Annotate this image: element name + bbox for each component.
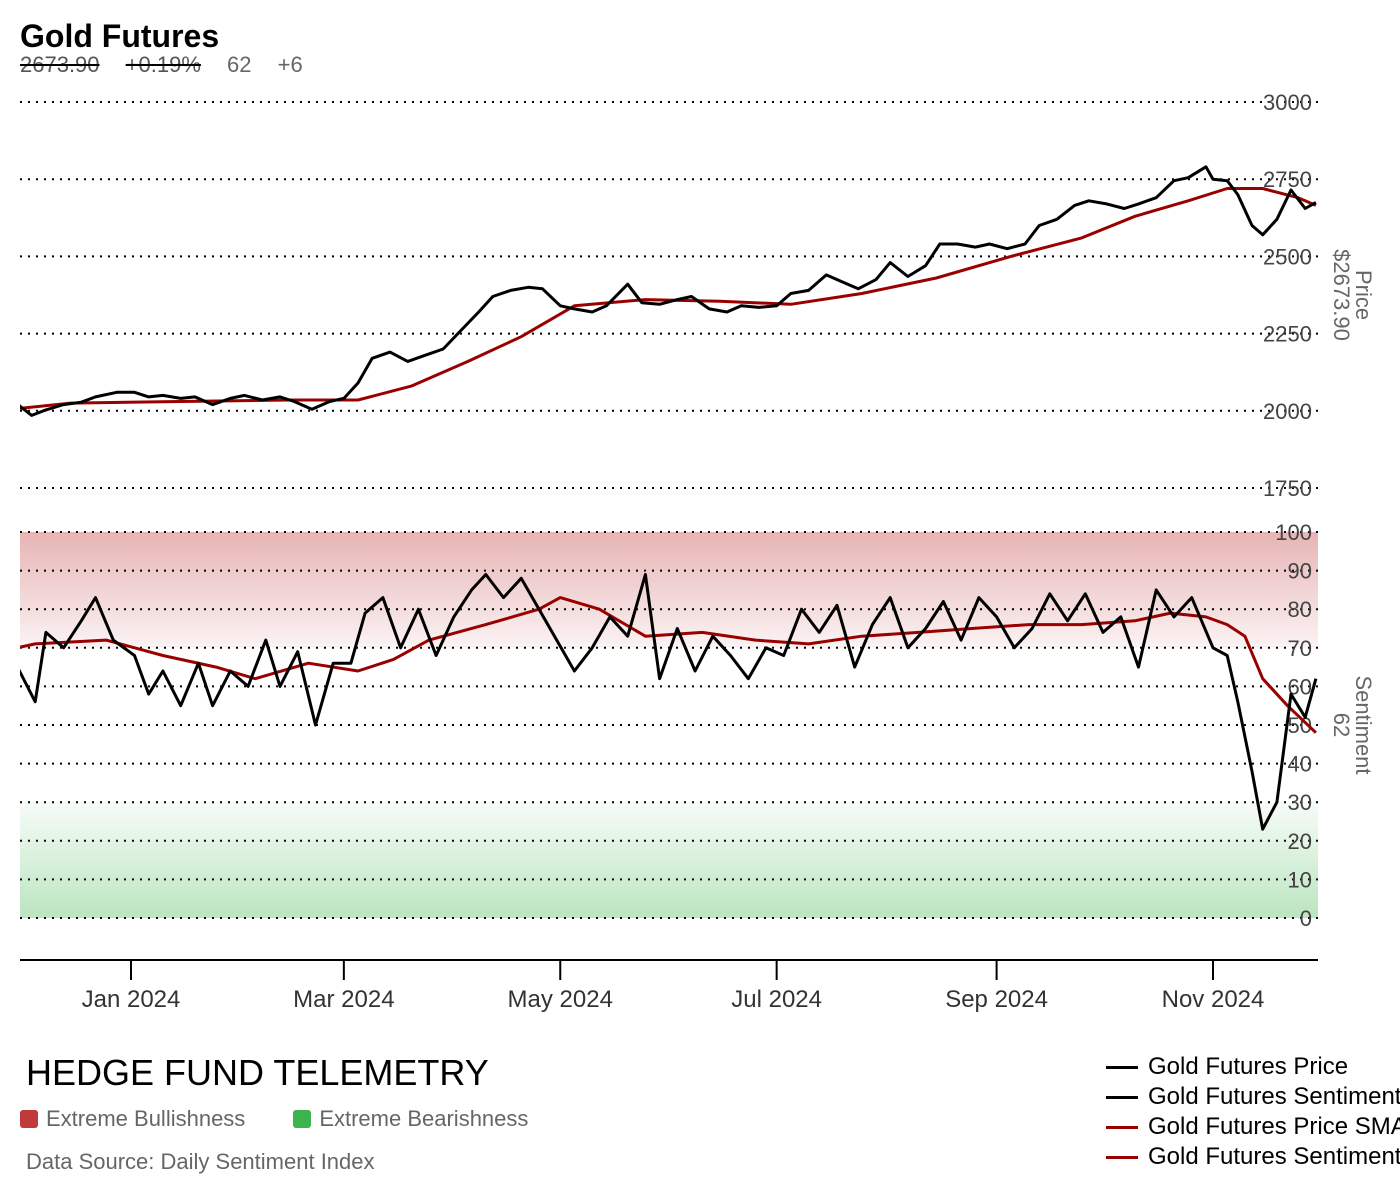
x-tick-label: May 2024 xyxy=(508,986,613,1013)
legend-line-price xyxy=(1106,1065,1138,1069)
y-tick-labels: 1750200022502500275030000102030405060708… xyxy=(1263,90,1312,931)
legend-line-price-sma xyxy=(1106,1125,1138,1129)
sentiment-tick-label: 70 xyxy=(1288,636,1312,661)
price-tick-label: 1750 xyxy=(1263,476,1312,501)
brand-name: HEDGE FUND TELEMETRY xyxy=(26,1052,489,1093)
price-tick-label: 2250 xyxy=(1263,322,1312,347)
price-tick-label: 3000 xyxy=(1263,90,1312,115)
sentiment-tick-label: 90 xyxy=(1288,559,1312,584)
chart-title: Gold Futures xyxy=(20,18,220,54)
series-legend: Gold Futures Price Gold Futures Sentimen… xyxy=(1106,1052,1400,1172)
bearish-swatch xyxy=(293,1110,312,1128)
sentiment-tick-label: 10 xyxy=(1288,867,1312,892)
price-sma-series-line xyxy=(20,187,1317,410)
legend-item-sentiment-sma[interactable]: Gold Futures Sentiment SMA xyxy=(1106,1142,1400,1172)
legend-label: Gold Futures Price xyxy=(1148,1053,1349,1080)
sentiment-sma-series-line xyxy=(20,596,1317,734)
zone-legend-bearish: Extreme Bearishness xyxy=(293,1106,528,1132)
price-tick-label: 2750 xyxy=(1263,167,1312,192)
sentiment-axis-label: Sentiment xyxy=(1351,675,1376,774)
sentiment-tick-label: 30 xyxy=(1288,790,1312,815)
x-tick-label: Jul 2024 xyxy=(731,986,822,1013)
legend-line-sentiment xyxy=(1106,1095,1138,1099)
chart-canvas: 1750200022502500275030000102030405060708… xyxy=(20,90,1376,1013)
price-axis-value: $2673.90 xyxy=(1329,249,1354,341)
sentiment-tick-label: 0 xyxy=(1300,906,1312,931)
zone-legend: Extreme Bullishness Extreme Bearishness xyxy=(20,1106,528,1132)
price-series-line xyxy=(20,165,1317,417)
legend-line-sentiment-sma xyxy=(1106,1155,1138,1159)
price-change: +0.19% xyxy=(125,52,201,77)
sentiment-tick-label: 40 xyxy=(1288,752,1312,777)
bullish-label: Extreme Bullishness xyxy=(46,1106,246,1131)
legend-label: Gold Futures Sentiment SMA xyxy=(1148,1143,1400,1170)
price-tick-label: 2500 xyxy=(1263,244,1312,269)
gridlines xyxy=(20,101,1318,919)
sentiment-tick-label: 100 xyxy=(1275,520,1312,545)
legend-item-price-sma[interactable]: Gold Futures Price SMA xyxy=(1106,1112,1400,1142)
x-tick-label: Jan 2024 xyxy=(82,986,181,1013)
data-source: Data Source: Daily Sentiment Index xyxy=(26,1149,375,1174)
legend-label: Gold Futures Sentiment xyxy=(1148,1083,1400,1110)
legend-item-sentiment[interactable]: Gold Futures Sentiment xyxy=(1106,1082,1400,1112)
sentiment-tick-label: 80 xyxy=(1288,597,1312,622)
x-tick-label: Nov 2024 xyxy=(1162,986,1265,1013)
sentiment-change: +6 xyxy=(277,52,303,77)
bullish-swatch xyxy=(20,1110,38,1128)
bearish-label: Extreme Bearishness xyxy=(319,1106,529,1131)
x-tick-label: Sep 2024 xyxy=(945,986,1048,1013)
sentiment-axis-value: 62 xyxy=(1329,713,1354,737)
sentiment-value: 62 xyxy=(227,52,252,77)
x-tick-label: Mar 2024 xyxy=(293,986,394,1013)
series-lines xyxy=(20,165,1318,831)
last-price: 2673.90 xyxy=(20,52,100,77)
sentiment-series-line xyxy=(20,573,1318,831)
legend-item-price[interactable]: Gold Futures Price xyxy=(1106,1052,1400,1082)
extreme-bearishness-zone xyxy=(20,802,1318,918)
legend-label: Gold Futures Price SMA xyxy=(1148,1113,1400,1140)
price-tick-label: 2000 xyxy=(1263,399,1312,424)
quote-summary: 2673.90 +0.19% 62 +6 xyxy=(20,52,323,78)
x-axis: Jan 2024 Mar 2024 May 2024 Jul 2024 Sep 2024… xyxy=(20,959,1318,1013)
price-axis-label: Price xyxy=(1351,270,1376,320)
extreme-bullishness-zone xyxy=(20,532,1318,648)
sentiment-tick-label: 20 xyxy=(1288,829,1312,854)
zone-legend-bullish: Extreme Bullishness xyxy=(20,1106,245,1132)
